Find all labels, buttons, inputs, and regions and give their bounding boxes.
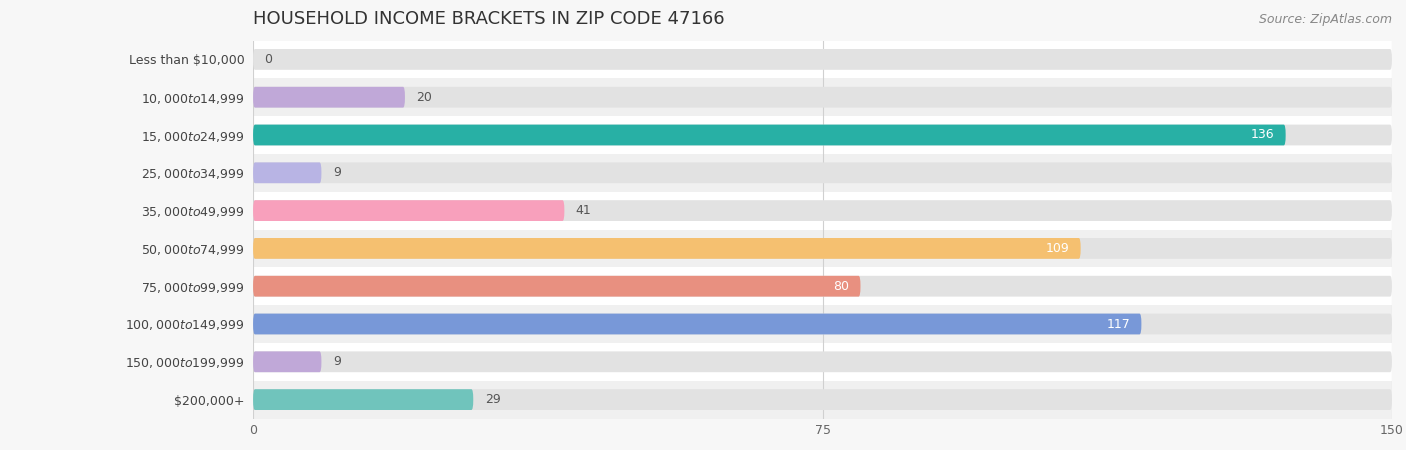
- Text: 9: 9: [333, 356, 340, 368]
- Text: 29: 29: [485, 393, 501, 406]
- FancyBboxPatch shape: [253, 389, 474, 410]
- FancyBboxPatch shape: [253, 314, 1142, 334]
- FancyBboxPatch shape: [253, 351, 1392, 372]
- Text: 20: 20: [416, 91, 432, 104]
- Text: 109: 109: [1046, 242, 1070, 255]
- FancyBboxPatch shape: [253, 87, 405, 108]
- Bar: [253, 116, 1392, 154]
- Text: 80: 80: [834, 280, 849, 292]
- FancyBboxPatch shape: [253, 125, 1392, 145]
- Bar: [253, 343, 1392, 381]
- FancyBboxPatch shape: [253, 162, 322, 183]
- FancyBboxPatch shape: [253, 314, 1392, 334]
- FancyBboxPatch shape: [253, 87, 1392, 108]
- Text: 9: 9: [333, 166, 340, 179]
- FancyBboxPatch shape: [253, 162, 1392, 183]
- FancyBboxPatch shape: [253, 351, 322, 372]
- FancyBboxPatch shape: [253, 200, 564, 221]
- FancyBboxPatch shape: [253, 49, 1392, 70]
- FancyBboxPatch shape: [253, 125, 1285, 145]
- Text: HOUSEHOLD INCOME BRACKETS IN ZIP CODE 47166: HOUSEHOLD INCOME BRACKETS IN ZIP CODE 47…: [253, 10, 724, 28]
- FancyBboxPatch shape: [253, 276, 860, 297]
- Bar: [253, 78, 1392, 116]
- FancyBboxPatch shape: [253, 276, 1392, 297]
- FancyBboxPatch shape: [253, 200, 1392, 221]
- Text: 136: 136: [1250, 129, 1274, 141]
- Text: 117: 117: [1107, 318, 1130, 330]
- Bar: [253, 267, 1392, 305]
- Text: 0: 0: [264, 53, 273, 66]
- Text: 41: 41: [576, 204, 592, 217]
- Bar: [253, 381, 1392, 418]
- Bar: [253, 230, 1392, 267]
- Bar: [253, 305, 1392, 343]
- FancyBboxPatch shape: [253, 238, 1392, 259]
- FancyBboxPatch shape: [253, 389, 1392, 410]
- Bar: [253, 154, 1392, 192]
- FancyBboxPatch shape: [253, 238, 1081, 259]
- Bar: [253, 192, 1392, 230]
- Text: Source: ZipAtlas.com: Source: ZipAtlas.com: [1258, 14, 1392, 27]
- Bar: [253, 40, 1392, 78]
